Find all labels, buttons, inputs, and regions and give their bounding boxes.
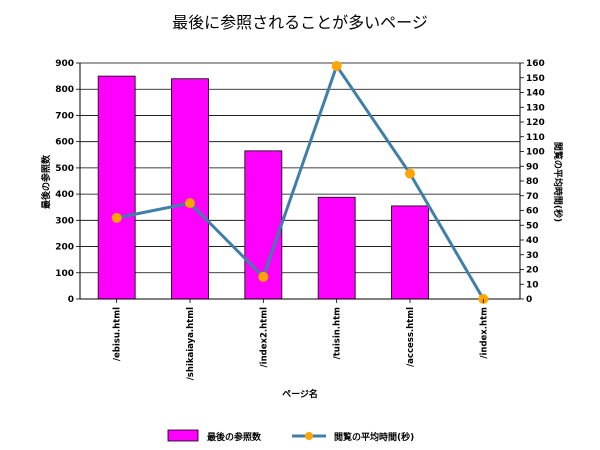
y2-tick-label: 110 bbox=[526, 133, 545, 143]
y-axis-label: 最後の参照数 bbox=[40, 154, 52, 209]
bar bbox=[317, 196, 356, 300]
y-tick-label: 900 bbox=[55, 59, 74, 69]
category-label: /index.htm bbox=[479, 307, 489, 359]
line-point bbox=[111, 212, 122, 223]
category-label: /ebisu.html bbox=[113, 307, 123, 361]
line-point bbox=[331, 60, 342, 71]
right-axis-ticks: 0 10 20 30 40 50 60 70 80 90 100 110 120 130 140 150 160 bbox=[520, 59, 545, 305]
line-point bbox=[258, 271, 269, 282]
chart-title: 最後に参照されることが多いページ bbox=[172, 13, 428, 32]
y2-tick-label: 150 bbox=[526, 74, 545, 84]
y2-tick-label: 130 bbox=[526, 103, 545, 113]
category-label: /access.html bbox=[406, 307, 416, 367]
category-labels: /ebisu.html/shikaiaya.html/index2.html/t… bbox=[113, 299, 489, 380]
y2-tick-label: 120 bbox=[526, 118, 545, 128]
y-tick-label: 100 bbox=[55, 269, 74, 279]
y2-tick-label: 90 bbox=[526, 162, 539, 172]
legend-line-label: 閲覧の平均時間(秒) bbox=[334, 431, 414, 443]
y2-tick-label: 50 bbox=[526, 221, 539, 231]
y2-tick-label: 40 bbox=[526, 236, 539, 246]
y-tick-label: 200 bbox=[55, 243, 74, 253]
y-tick-label: 500 bbox=[55, 164, 74, 174]
bar bbox=[97, 75, 136, 300]
y2-tick-label: 160 bbox=[526, 59, 545, 69]
legend-bar-swatch bbox=[167, 429, 199, 442]
legend-line-marker bbox=[305, 432, 313, 440]
bar bbox=[171, 78, 209, 300]
y2-tick-label: 60 bbox=[526, 207, 539, 217]
plot-frame bbox=[79, 63, 521, 300]
y-tick-label: 400 bbox=[55, 190, 74, 200]
line-point bbox=[185, 198, 195, 209]
y-tick-label: 800 bbox=[55, 85, 74, 95]
y2-tick-label: 70 bbox=[526, 192, 539, 202]
y-tick-label: 600 bbox=[55, 138, 74, 148]
y2-tick-label: 30 bbox=[526, 251, 539, 261]
left-axis-ticks: 0 100 200 300 400 500 600 700 800 900 bbox=[55, 59, 80, 305]
legend: 最後の参照数 閲覧の平均時間(秒) bbox=[167, 429, 414, 443]
line-series bbox=[111, 60, 489, 304]
y2-tick-label: 10 bbox=[526, 280, 539, 290]
x-axis-label: ページ名 bbox=[282, 388, 318, 400]
gridlines bbox=[80, 62, 520, 300]
y2-tick-label: 20 bbox=[526, 266, 539, 276]
y2-tick-label: 100 bbox=[526, 148, 545, 158]
y-tick-label: 700 bbox=[55, 111, 74, 121]
y-tick-label: 300 bbox=[55, 216, 74, 226]
y2-tick-label: 140 bbox=[526, 89, 545, 99]
category-label: /shikaiaya.html bbox=[186, 307, 196, 380]
bar bbox=[391, 205, 429, 300]
category-label: /tuisin.htm bbox=[333, 307, 343, 360]
legend-bar-label: 最後の参照数 bbox=[207, 431, 262, 443]
bar-series bbox=[97, 75, 429, 300]
series-line bbox=[116, 62, 485, 300]
line-point bbox=[405, 168, 415, 179]
y2-axis-label: 閲覧の平均時間(秒) bbox=[552, 142, 564, 222]
y2-tick-label: 80 bbox=[526, 177, 539, 187]
y2-tick-label: 0 bbox=[526, 295, 532, 305]
y-tick-label: 0 bbox=[68, 295, 74, 305]
category-label: /index2.html bbox=[259, 307, 269, 368]
